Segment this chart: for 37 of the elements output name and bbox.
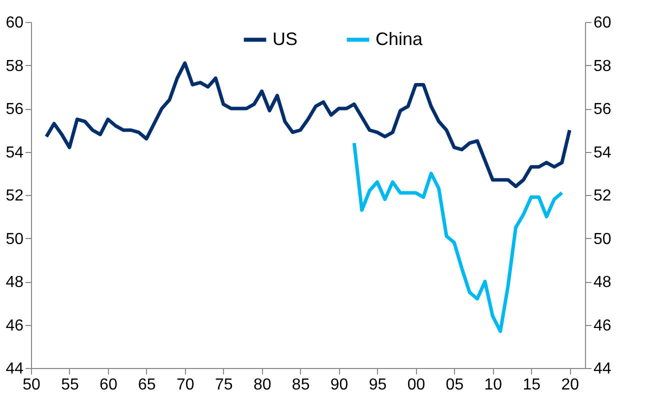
y-tick-label: 48 — [6, 274, 24, 291]
x-tick-label: 65 — [138, 376, 156, 394]
y2-tick-label: 44 — [594, 360, 612, 378]
x-tick-label: 95 — [368, 376, 387, 394]
y-tick-label: 54 — [6, 144, 24, 162]
legend-label: China — [376, 28, 424, 49]
x-tick-label: 20 — [561, 376, 580, 394]
x-tick-label: 70 — [176, 376, 194, 394]
y2-tick-label: 60 — [594, 14, 612, 32]
x-tick-label: 55 — [61, 376, 79, 394]
y2-tick-label: 52 — [594, 188, 612, 204]
x-tick-label: 15 — [522, 376, 541, 394]
y-tick-label: 50 — [6, 230, 24, 248]
x-tick-label: 75 — [214, 376, 233, 394]
x-tick-label: 80 — [253, 376, 272, 394]
y-tick-label: 46 — [6, 317, 24, 334]
y-tick-label: 56 — [6, 101, 24, 118]
y-tick-label: 44 — [6, 360, 24, 378]
x-tick-label: 60 — [100, 376, 118, 394]
y2-tick-label: 54 — [594, 144, 612, 162]
y-tick-label: 58 — [6, 58, 24, 75]
y2-tick-label: 46 — [594, 317, 612, 334]
y-tick-label: 60 — [6, 14, 24, 32]
x-tick-label: 10 — [484, 376, 502, 394]
legend-label: US — [272, 28, 298, 49]
x-tick-label: 50 — [22, 376, 40, 394]
line-series — [44, 61, 572, 188]
x-tick-label: 05 — [446, 376, 464, 394]
x-tick-label: 00 — [407, 376, 426, 394]
x-tick-label: 85 — [292, 376, 310, 394]
y2-tick-label: 56 — [594, 101, 612, 118]
y-tick-label: 52 — [6, 188, 24, 204]
line-series — [352, 141, 564, 333]
y2-tick-label: 58 — [594, 58, 612, 75]
x-tick-label: 90 — [330, 376, 348, 394]
y2-tick-label: 50 — [594, 230, 612, 248]
y2-tick-label: 48 — [594, 274, 612, 291]
